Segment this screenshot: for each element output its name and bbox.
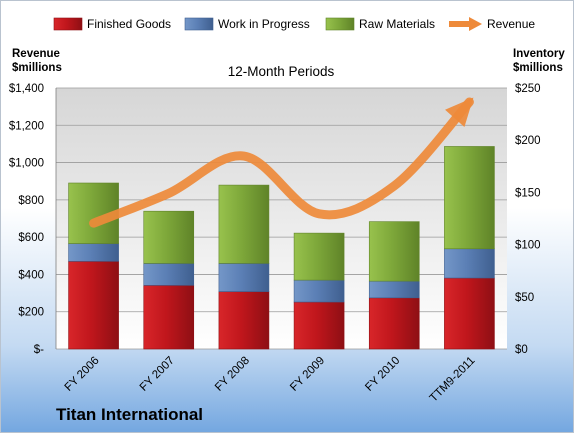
- bar-finished-goods: [218, 291, 270, 350]
- bar-raw-materials: [218, 184, 270, 264]
- bar-work-in-progress: [293, 279, 345, 303]
- bar-finished-goods: [293, 301, 345, 350]
- bar-work-in-progress: [444, 248, 495, 279]
- left-tick-label: $1,400: [9, 83, 44, 95]
- left-tick-label: $-: [34, 344, 44, 356]
- legend-swatch-raw-materials: [325, 17, 355, 31]
- x-axis-label: TTM9-2011: [428, 355, 478, 405]
- right-tick-label: $150: [515, 187, 541, 199]
- x-axis-label: FY 2006: [63, 355, 102, 394]
- x-axis-label: FY 2009: [288, 355, 327, 394]
- company-name: Titan International: [56, 405, 203, 424]
- right-tick-label: $50: [515, 292, 534, 304]
- right-tick-label: $0: [515, 344, 528, 356]
- left-axis-title-line1: Revenue: [12, 48, 60, 60]
- gridlines: [55, 87, 507, 350]
- bar-raw-materials: [293, 232, 345, 281]
- left-tick-label: $1,200: [9, 120, 44, 132]
- bars: [68, 146, 495, 350]
- chart-title: 12-Month Periods: [228, 64, 335, 79]
- x-axis-label: FY 2010: [363, 355, 402, 394]
- bar-finished-goods: [444, 277, 495, 350]
- revenue-arrowhead: [445, 97, 474, 128]
- x-axis-labels: FY 2006 FY 2007 FY 2008 FY 2009 FY 2010 TTM9-…: [63, 355, 478, 405]
- revenue-line-path: [89, 97, 474, 228]
- legend-label-finished-goods: Finished Goods: [87, 17, 171, 31]
- plot-area: [56, 88, 507, 349]
- legend-item-finished-goods: Finished Goods: [53, 17, 171, 31]
- bar-work-in-progress: [218, 263, 270, 292]
- left-tick-label: $400: [18, 269, 44, 281]
- legend-label-revenue: Revenue: [487, 17, 535, 31]
- left-tick-label: $600: [18, 232, 44, 244]
- left-axis-title-line2: $millions: [12, 62, 62, 74]
- legend-swatch-finished-goods: [53, 17, 83, 31]
- x-axis-label: FY 2007: [138, 355, 177, 394]
- legend-swatch-work-in-progress: [184, 17, 214, 31]
- bar-work-in-progress: [368, 280, 420, 299]
- right-axis-title-line2: $millions: [513, 62, 563, 74]
- revenue-line: [89, 97, 474, 228]
- bar-finished-goods: [143, 285, 195, 350]
- right-axis-ticks: $0 $50 $100 $150 $200 $250: [515, 83, 541, 356]
- left-tick-label: $800: [18, 195, 44, 207]
- right-axis-title-line1: Inventory: [513, 48, 565, 60]
- legend-item-revenue: Revenue: [449, 17, 535, 31]
- left-tick-label: $200: [18, 307, 44, 319]
- legend-label-work-in-progress: Work in Progress: [218, 17, 310, 31]
- left-axis-ticks: $- $200 $400 $600 $800 $1,000 $1,200 $1,400: [9, 83, 44, 356]
- legend-item-raw-materials: Raw Materials: [325, 17, 435, 31]
- right-tick-label: $100: [515, 240, 541, 252]
- x-axis-label: FY 2008: [213, 355, 252, 394]
- bar-finished-goods: [368, 297, 420, 350]
- bar-work-in-progress: [143, 263, 195, 286]
- bar-work-in-progress: [68, 243, 119, 262]
- right-tick-label: $250: [515, 83, 541, 95]
- bar-raw-materials: [444, 146, 495, 250]
- left-tick-label: $1,000: [9, 158, 44, 170]
- legend-label-raw-materials: Raw Materials: [359, 17, 435, 31]
- legend: Finished Goods Work in Progress Raw Mate…: [53, 17, 535, 31]
- legend-item-work-in-progress: Work in Progress: [184, 17, 310, 31]
- bar-finished-goods: [68, 261, 119, 350]
- bar-raw-materials: [368, 221, 420, 282]
- bar-raw-materials: [143, 210, 195, 264]
- legend-arrowhead-revenue: [469, 17, 482, 31]
- right-tick-label: $200: [515, 135, 541, 147]
